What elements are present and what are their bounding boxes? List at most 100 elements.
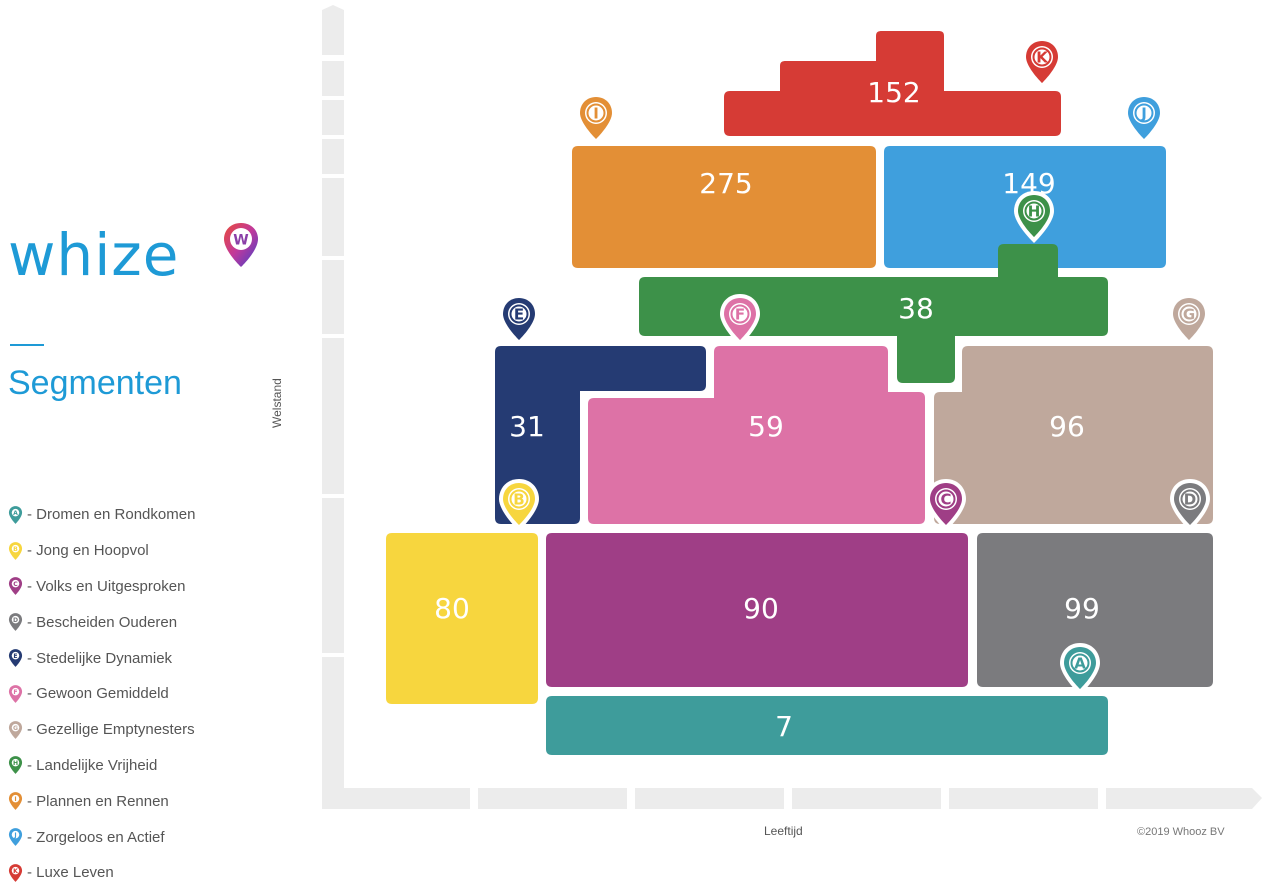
axes [322, 5, 1262, 809]
brand-pin-icon: W [224, 223, 258, 267]
map-pin-icon: I [8, 792, 23, 811]
pin-ring [509, 304, 529, 324]
map-pin-icon: C [8, 577, 23, 596]
pin-letter: A [1074, 655, 1086, 673]
segment-h: 38 [639, 244, 1108, 383]
legend-label: - Gezellige Emptynesters [27, 721, 195, 739]
pin-ring [586, 103, 606, 123]
segment-value: 38 [898, 292, 934, 325]
x-axis-arrow [1245, 788, 1262, 809]
map-pin-icon: E [8, 649, 23, 667]
legend-item-b: B - Jong en Hoopvol [8, 533, 195, 569]
x-axis-segment [478, 788, 627, 809]
page-title: Segmenten [8, 364, 182, 402]
x-axis-segment [1106, 788, 1245, 809]
legend-label: - Gewoon Gemiddeld [27, 685, 169, 703]
map-pin-icon: I [576, 93, 616, 145]
x-axis-segment [344, 788, 470, 809]
pin-ring [509, 489, 529, 509]
axis-corner [322, 788, 344, 809]
map-pin-icon: H [1014, 191, 1054, 243]
segment-value: 7 [775, 710, 793, 743]
legend-label: - Bescheiden Ouderen [27, 613, 178, 631]
svg-text:K: K [13, 868, 18, 875]
legend-item-i: I - Plannen en Rennen [8, 783, 195, 819]
y-axis-label: Welstand [270, 378, 284, 428]
svg-text:A: A [13, 510, 18, 517]
y-axis-segment [322, 260, 344, 334]
segment-k: 152 [724, 31, 1061, 136]
pin-letter: I [593, 105, 599, 123]
pin-ring [1070, 653, 1090, 673]
map-pin-icon: J [1124, 93, 1164, 145]
legend-item-g: G - Gezellige Emptynesters [8, 712, 195, 748]
pin-ring [1180, 489, 1200, 509]
pin-letter: C [940, 491, 951, 509]
map-pin-icon: F [8, 684, 23, 703]
map-pin-icon: K [1022, 37, 1062, 89]
legend-label: - Zorgeloos en Actief [27, 828, 165, 846]
pin-letter: J [1140, 105, 1147, 123]
legend-item-a: A - Dromen en Rondkomen [8, 497, 195, 533]
map-pin-icon: A [8, 505, 23, 524]
x-axis-segment [792, 788, 941, 809]
svg-text:W: W [233, 233, 248, 249]
y-axis-segment [322, 657, 344, 788]
segment-f: 59 [588, 346, 925, 524]
map-pin-icon: B [499, 479, 539, 531]
segment-value: 80 [434, 592, 470, 625]
segment-shape [588, 346, 925, 524]
pin-ring [730, 304, 750, 324]
legend-item-h: H - Landelijke Vrijheid [8, 748, 195, 784]
map-pin-icon: D [8, 613, 23, 632]
pin-letter: K [1036, 49, 1049, 67]
svg-text:G: G [13, 725, 18, 732]
svg-text:B: B [13, 546, 18, 553]
legend-item-e: E - Stedelijke Dynamiek [8, 640, 195, 676]
pin-letter: B [513, 491, 524, 509]
segment-shape [639, 244, 1108, 383]
pin-letter: G [1183, 306, 1195, 324]
y-axis-segment [322, 61, 344, 96]
svg-text:D: D [13, 617, 18, 624]
legend-item-d: D - Bescheiden Ouderen [8, 604, 195, 640]
map-pin-icon: C [926, 479, 966, 531]
y-axis-segment [322, 498, 344, 653]
map-pin-icon: E [499, 294, 539, 346]
map-pin-icon: G [1169, 294, 1209, 346]
svg-text:E: E [13, 653, 17, 660]
pin-ring [1032, 47, 1052, 67]
pin-letter: E [514, 306, 524, 324]
segment-value: 31 [509, 410, 545, 443]
map-pin-icon: A [1060, 643, 1100, 695]
y-axis-segment [322, 178, 344, 256]
pin-letter: F [735, 306, 745, 324]
brand-logo-text: whize [8, 221, 180, 289]
pin-letter: H [1028, 203, 1041, 221]
x-axis-segment [949, 788, 1098, 809]
segment-value: 96 [1049, 410, 1085, 443]
map-pin-icon: H [8, 756, 23, 775]
legend-item-c: C - Volks en Uitgesproken [8, 569, 195, 605]
svg-text:C: C [13, 581, 18, 588]
y-axis-segment [322, 139, 344, 174]
y-axis-segment [322, 100, 344, 135]
segment-shape [546, 533, 968, 687]
segment-c: 90 [546, 533, 968, 687]
segment-value: 275 [699, 167, 752, 200]
segment-shape [977, 533, 1213, 687]
legend: A - Dromen en Rondkomen B - Jong en Hoopvol… [8, 497, 195, 891]
segment-b: 80 [386, 533, 538, 704]
segment-shape [572, 146, 876, 268]
pin-ring [936, 489, 956, 509]
legend-label: - Dromen en Rondkomen [27, 506, 196, 524]
svg-text:J: J [13, 832, 16, 839]
pin-ring [1024, 201, 1044, 221]
title-divider [10, 344, 44, 346]
map-pin-icon: G [8, 720, 23, 739]
segment-d: 99 [977, 533, 1213, 687]
map-pin-icon: J [8, 828, 23, 846]
segment-e: 31 [495, 346, 706, 524]
y-axis-segment [322, 20, 344, 55]
